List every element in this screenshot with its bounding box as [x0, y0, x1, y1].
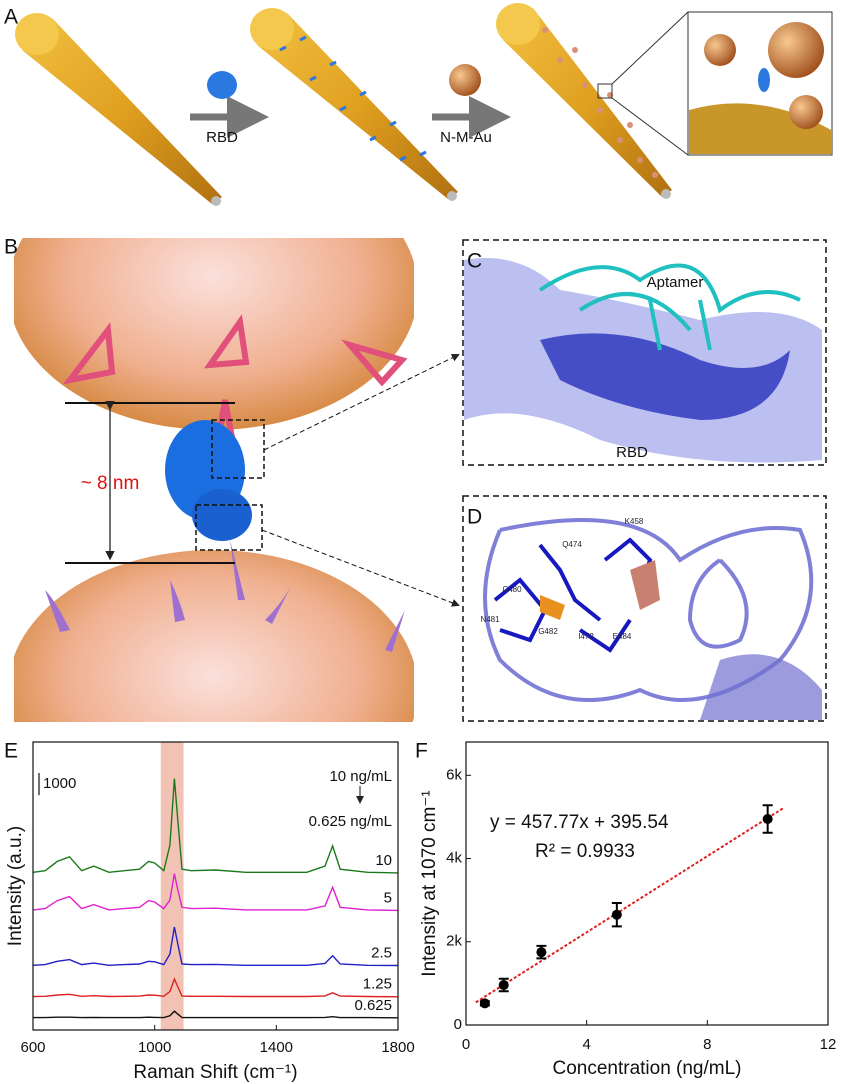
y-tick-label: 6k — [446, 766, 462, 783]
residue-label: K458 — [625, 517, 644, 526]
spectrum — [32, 873, 399, 912]
x-tick-label: 1000 — [138, 1039, 171, 1056]
annotation: y = 457.77x + 395.54 — [490, 812, 669, 833]
scale-bar-label: 1000 — [43, 775, 76, 792]
residue-label: Q474 — [562, 540, 582, 549]
point — [498, 980, 509, 991]
zoom-box — [597, 83, 613, 99]
zoom-lines — [611, 11, 689, 156]
spectrum — [32, 977, 399, 998]
x-tick-label: 1800 — [381, 1039, 414, 1056]
panel-b: ~ 8 nm — [14, 238, 414, 722]
spectrum — [32, 926, 399, 967]
pointer — [263, 354, 460, 451]
panel-label: E — [4, 740, 18, 763]
cone-bare — [15, 13, 222, 206]
cone-complex — [496, 3, 672, 199]
rbd-label: RBD — [616, 444, 648, 461]
distance-label: ~ 8 nm — [81, 473, 140, 494]
panel-label: C — [467, 250, 482, 273]
spectrum — [33, 1010, 399, 1019]
step-label: N-M-Au — [440, 129, 492, 146]
panel-label: F — [415, 740, 428, 763]
x-tick-label: 4 — [582, 1036, 590, 1053]
point — [536, 947, 547, 958]
residue-label: E484 — [613, 632, 632, 641]
residue-label: N481 — [480, 615, 500, 624]
y-axis-title: Intensity (a.u.) — [5, 826, 26, 946]
point — [479, 998, 490, 1009]
rbd-icon — [207, 71, 237, 99]
y-tick-label: 0 — [454, 1016, 462, 1033]
y-axis-title: Intensity at 1070 cm⁻¹ — [419, 790, 440, 976]
y-tick-label: 4k — [446, 849, 462, 866]
nanoparticle-icon — [449, 64, 481, 96]
x-tick-label: 600 — [20, 1039, 45, 1056]
series-label: 2.5 — [371, 945, 392, 962]
legend-to: 0.625 ng/mL — [309, 813, 392, 830]
series-label: 5 — [384, 889, 392, 906]
residue-label: G482 — [538, 627, 558, 636]
panel-label: A — [4, 6, 18, 29]
inset — [687, 11, 833, 156]
x-tick-label: 0 — [462, 1036, 470, 1053]
panel-d: Q474 K458 C480 N481 G482 I472 E484 — [462, 495, 827, 722]
spectrum — [32, 778, 399, 874]
pointer — [261, 529, 460, 607]
plot-frame — [465, 741, 829, 1026]
point — [762, 813, 773, 824]
residue-label: I472 — [578, 632, 594, 641]
x-tick-label: 8 — [703, 1036, 711, 1053]
aptamer-label: Aptamer — [647, 274, 704, 291]
annotation: R² = 0.9933 — [535, 841, 635, 862]
panel-label: D — [467, 506, 482, 529]
series-label: 10 — [375, 852, 392, 869]
fit-line — [475, 807, 784, 1004]
cone-rbd — [250, 8, 458, 201]
y-tick-label: 2k — [446, 933, 462, 950]
step-label: RBD — [206, 129, 238, 146]
plot-frame — [32, 741, 399, 1031]
x-axis-title: Concentration (ng/mL) — [552, 1058, 741, 1079]
series-label: 0.625 — [354, 997, 392, 1014]
x-axis-title: Raman Shift (cm⁻¹) — [133, 1062, 297, 1083]
series-label: 1.25 — [363, 976, 392, 993]
x-tick-label: 1400 — [260, 1039, 293, 1056]
panel-label: B — [4, 236, 18, 259]
panel-c: Aptamer RBD — [462, 239, 827, 466]
point — [611, 909, 622, 920]
legend-from: 10 ng/mL — [329, 768, 392, 785]
protein — [165, 420, 252, 541]
x-tick-label: 12 — [820, 1036, 837, 1053]
panel-a: RBD N-M-Au — [15, 3, 833, 206]
residue-label: C480 — [502, 585, 522, 594]
